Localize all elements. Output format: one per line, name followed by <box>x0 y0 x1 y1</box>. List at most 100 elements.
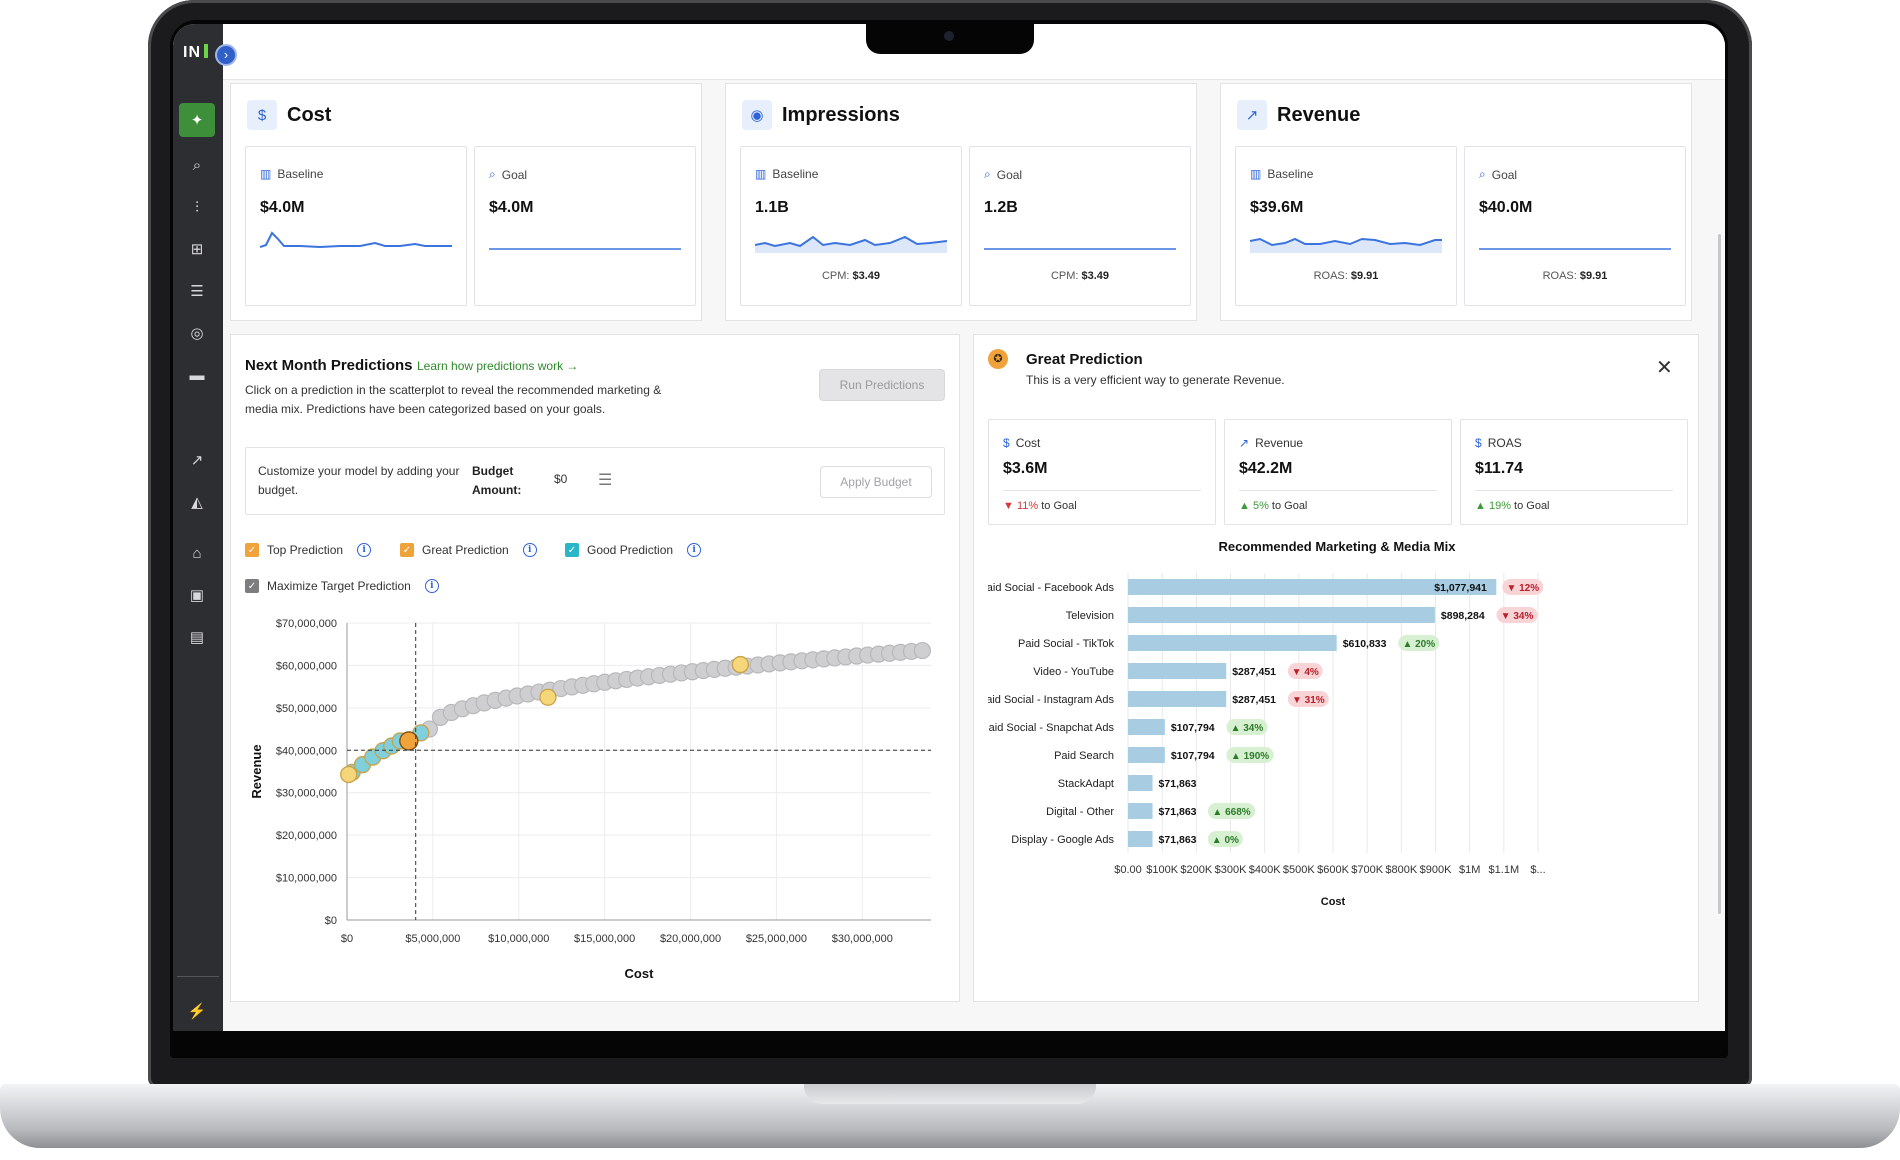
info-icon[interactable]: i <box>357 543 372 557</box>
category-label: Paid Social - Instagram Ads <box>988 694 1114 706</box>
change-badge <box>1287 663 1323 679</box>
dollar-icon: $ <box>1003 436 1010 450</box>
nav-folder[interactable]: ▤ <box>179 620 215 654</box>
bar <box>1128 635 1337 651</box>
baseline-sparkline <box>1250 237 1442 253</box>
run-predictions-button[interactable]: Run Predictions <box>819 369 945 401</box>
baseline-card[interactable]: ▥ Baseline $4.0M <box>245 146 467 306</box>
prediction-point-other <box>913 641 932 660</box>
legend-great-prediction[interactable]: ✓ Great Prediction i <box>400 543 537 557</box>
x-tick-label: $... <box>1530 864 1545 876</box>
change-badge-label: ▲ 0% <box>1212 835 1239 846</box>
prediction-scatterplot[interactable]: $0 $5,000,000 $10,000,000 $15,000,000 $20,00… <box>245 605 945 985</box>
change-badge-label: ▼ 34% <box>1501 611 1534 622</box>
nav-sliders[interactable]: ⫶ <box>179 190 215 224</box>
change-badge <box>1226 747 1274 763</box>
delta-suffix: to Goal <box>1268 500 1308 512</box>
predictions-description: Click on a prediction in the scatterplot… <box>245 383 662 416</box>
budget-label: Budget Amount: <box>472 464 522 497</box>
value-label: $71,863 <box>1159 778 1197 790</box>
x-tick-label: $0.00 <box>1114 864 1142 876</box>
nav-image[interactable]: ▣ <box>179 578 215 612</box>
recommendation-panel: ✪ Great Prediction This is a very effici… <box>973 334 1699 1002</box>
goal-label: Goal <box>1491 167 1518 182</box>
checkbox-icon[interactable]: ✓ <box>245 543 259 557</box>
card-label: Cost <box>1015 436 1041 450</box>
baseline-sparkline <box>755 235 947 253</box>
legend-maximize-target[interactable]: ✓ Maximize Target Prediction i <box>245 579 439 593</box>
change-badge-label: ▲ 34% <box>1231 723 1264 734</box>
nav-lightning[interactable]: ⚡ <box>179 994 215 1028</box>
chevron-right-icon: › <box>223 47 229 62</box>
search-report-icon: ⌕ <box>192 156 202 174</box>
info-icon[interactable]: i <box>522 543 537 557</box>
nav-map[interactable]: ⌂ <box>179 536 215 570</box>
scrollbar[interactable] <box>1718 234 1721 914</box>
info-icon[interactable]: i <box>687 543 702 557</box>
prediction-point-great <box>399 731 419 751</box>
y-tick-label: $40,000,000 <box>276 745 337 757</box>
x-tick-label: $900K <box>1420 864 1452 876</box>
card-value: $11.74 <box>1475 460 1524 477</box>
metric-card-impressions: ◉ Impressions ▥ Baseline 1.1B CPM: $3.49 ⌕… <box>725 83 1197 321</box>
value-label: $287,451 <box>1232 666 1276 678</box>
goal-card[interactable]: ⌕ Goal $4.0M <box>474 146 696 306</box>
bar <box>1128 803 1153 819</box>
y-tick-label: $0 <box>325 915 337 927</box>
checkbox-icon[interactable]: ✓ <box>400 543 414 557</box>
learn-predictions-link[interactable]: Learn how predictions work → <box>417 359 578 373</box>
category-label: Paid Search <box>1054 750 1114 762</box>
goal-value: $4.0M <box>489 199 534 216</box>
nav-line-chart[interactable]: ↗ <box>179 443 215 477</box>
nav-search-report[interactable]: ⌕ <box>179 148 215 182</box>
nav-hierarchy[interactable]: ⊞ <box>179 232 215 266</box>
legend-top-prediction[interactable]: ✓ Top Prediction i <box>245 543 372 557</box>
x-tick-label: $1.1M <box>1489 864 1520 876</box>
legend-label: Good Prediction <box>587 543 674 557</box>
baseline-card[interactable]: ▥ Baseline 1.1B CPM: $3.49 <box>740 146 962 306</box>
baseline-value: 1.1B <box>755 199 789 216</box>
close-button[interactable]: ✕ <box>1656 355 1673 380</box>
value-label: $898,284 <box>1441 610 1485 622</box>
nav-area-chart[interactable]: ◭ <box>179 485 215 519</box>
goal-sparkline <box>984 248 1176 250</box>
nav-list-settings[interactable]: ☰ <box>179 274 215 308</box>
chart-icon: ▥ <box>755 167 767 181</box>
arrow-right-icon: → <box>566 359 579 373</box>
footer-value: $9.91 <box>1350 270 1379 282</box>
nav-target[interactable]: ◎ <box>179 316 215 350</box>
x-tick-label: $1M <box>1459 864 1480 876</box>
x-tick-label: $30,000,000 <box>832 933 893 945</box>
goal-sparkline <box>1479 248 1671 250</box>
category-label: Paid Social - Facebook Ads <box>988 582 1114 594</box>
recommendation-title: Great Prediction <box>1026 351 1143 368</box>
budget-amount-input[interactable]: $0 <box>554 472 568 486</box>
info-icon[interactable]: i <box>424 579 439 593</box>
sidebar-expand-button[interactable]: › <box>215 44 237 66</box>
logo-text: IN <box>183 44 201 61</box>
sliders-icon[interactable]: ☰ <box>598 472 613 489</box>
legend-good-prediction[interactable]: ✓ Good Prediction i <box>565 543 702 557</box>
change-badge <box>1226 719 1268 735</box>
media-mix-bar-chart[interactable]: $0.00 $100K $200K $300K $400K $500K $600K $700K… <box>988 563 1688 993</box>
checkbox-icon[interactable]: ✓ <box>245 579 259 593</box>
change-badge <box>1398 635 1440 651</box>
legend-label: Top Prediction <box>267 543 344 557</box>
baseline-label: Baseline <box>1267 167 1314 181</box>
nav-sparkle[interactable]: ✦ <box>179 103 215 137</box>
baseline-card[interactable]: ▥ Baseline $39.6M ROAS: $9.91 <box>1235 146 1457 306</box>
apply-budget-button[interactable]: Apply Budget <box>820 466 932 498</box>
media-mix-title: Recommended Marketing & Media Mix <box>1218 539 1456 554</box>
checkbox-icon[interactable]: ✓ <box>565 543 579 557</box>
goal-card[interactable]: ⌕ Goal $40.0M ROAS: $9.91 <box>1464 146 1686 306</box>
hierarchy-icon: ⊞ <box>190 241 204 258</box>
budget-text: Customize your model by adding your budg… <box>258 464 460 497</box>
down-arrow-icon: ▼ <box>1003 500 1014 512</box>
x-tick-label: $10,000,000 <box>488 933 549 945</box>
goal-card[interactable]: ⌕ Goal 1.2B CPM: $3.49 <box>969 146 1191 306</box>
x-tick-label: $400K <box>1249 864 1281 876</box>
x-tick-label: $200K <box>1180 864 1212 876</box>
x-tick-label: $100K <box>1146 864 1178 876</box>
category-label: Television <box>1066 610 1114 622</box>
nav-toggle[interactable]: ▬ <box>179 358 215 392</box>
